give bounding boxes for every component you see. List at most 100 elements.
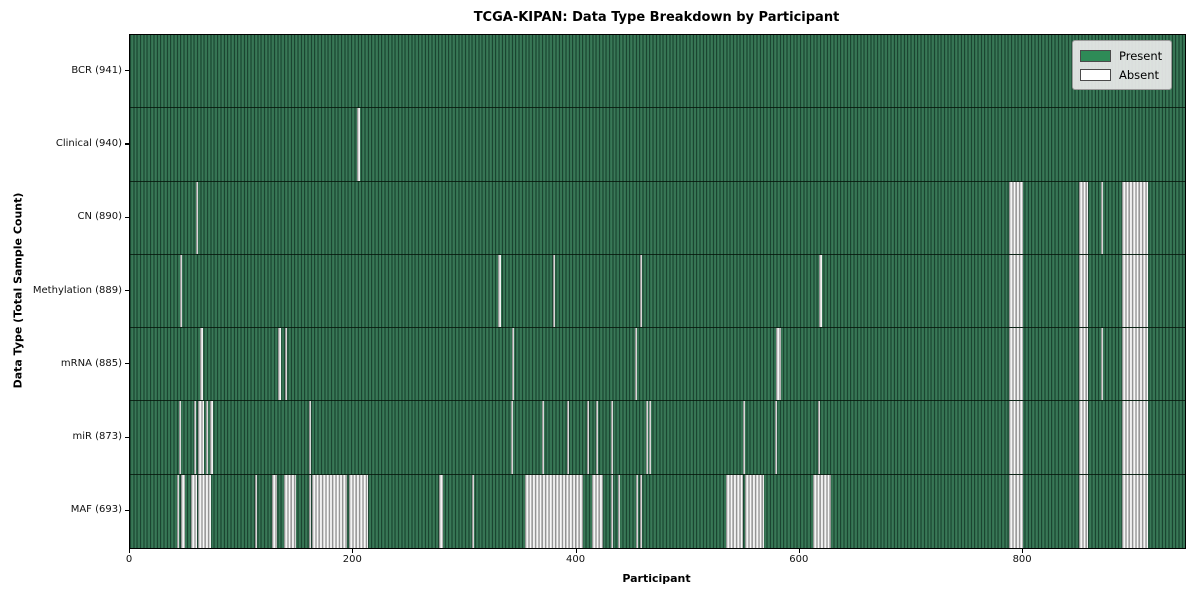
x-tick-mark	[575, 548, 577, 553]
absent-segment	[634, 328, 637, 401]
absent-segment	[278, 328, 281, 401]
legend-item-present: Present	[1080, 46, 1163, 65]
absent-segment	[649, 401, 652, 474]
y-tick-label: miR (873)	[72, 431, 122, 443]
y-tick-label: CN (890)	[77, 211, 122, 223]
x-tick-label: 800	[1012, 554, 1032, 565]
absent-segment	[1101, 328, 1104, 401]
y-tick-mark	[124, 143, 129, 145]
row-clinical	[130, 108, 1185, 182]
x-tick-mark	[798, 548, 801, 553]
absent-segment	[308, 401, 311, 474]
legend-label-absent: Absent	[1119, 67, 1160, 82]
absent-segment	[775, 401, 778, 474]
absent-segment	[1122, 254, 1149, 328]
absent-segment	[541, 401, 545, 474]
y-tick-mark	[124, 216, 129, 218]
row-methylation	[130, 254, 1185, 329]
absent-segment	[181, 474, 185, 548]
absent-segment	[1078, 254, 1088, 328]
absent-segment	[640, 474, 643, 548]
absent-segment	[640, 254, 643, 328]
absent-segment	[1008, 401, 1024, 474]
absent-segment	[498, 254, 501, 328]
row-cn	[130, 181, 1185, 255]
absent-segment	[1008, 254, 1024, 328]
absent-segment	[1078, 328, 1088, 401]
absent-segment	[356, 108, 360, 181]
absent-segment	[553, 254, 556, 328]
absent-segment	[471, 474, 474, 548]
absent-swatch-icon	[1080, 68, 1111, 81]
absent-segment	[439, 474, 443, 548]
absent-segment	[285, 328, 288, 401]
absent-segment	[176, 474, 180, 548]
row-mrna	[130, 328, 1185, 402]
absent-segment	[195, 181, 199, 254]
y-tick-label: Clinical (940)	[55, 137, 122, 149]
row-mir	[130, 401, 1185, 475]
absent-segment	[205, 401, 209, 474]
chart-title: TCGA-KIPAN: Data Type Breakdown by Parti…	[473, 10, 840, 25]
absent-segment	[180, 254, 183, 328]
absent-segment	[200, 328, 203, 401]
absent-segment	[818, 254, 823, 328]
row-bcr	[130, 35, 1185, 109]
x-tick-label: 400	[566, 554, 586, 565]
absent-segment	[817, 401, 820, 474]
y-tick-mark	[124, 363, 129, 365]
x-tick-mark	[1022, 548, 1024, 553]
absent-segment	[611, 401, 614, 474]
legend-item-absent: Absent	[1080, 65, 1163, 84]
absent-segment	[742, 401, 746, 474]
absent-segment	[510, 401, 513, 474]
absent-segment	[586, 401, 589, 474]
x-axis-label: Participant	[622, 572, 691, 585]
y-tick-label: BCR (941)	[71, 64, 122, 76]
x-tick-label: 200	[342, 554, 362, 565]
absent-segment	[311, 474, 347, 548]
absent-segment	[1122, 181, 1149, 254]
absent-segment	[611, 474, 614, 548]
absent-segment	[255, 474, 258, 548]
y-tick-mark	[124, 509, 129, 512]
absent-segment	[745, 474, 765, 548]
absent-segment	[348, 474, 368, 548]
absent-segment	[1078, 401, 1088, 474]
absent-segment	[1078, 181, 1088, 254]
absent-segment	[617, 474, 621, 548]
absent-segment	[595, 401, 598, 474]
absent-segment	[566, 401, 569, 474]
legend-label-present: Present	[1119, 48, 1163, 63]
absent-segment	[1122, 474, 1149, 548]
absent-segment	[1101, 181, 1104, 254]
absent-segment	[776, 328, 781, 401]
row-maf	[130, 474, 1185, 548]
absent-segment	[1008, 474, 1024, 548]
absent-segment	[193, 401, 196, 474]
y-tick-label: mRNA (885)	[60, 357, 122, 369]
absent-segment	[1122, 401, 1149, 474]
absent-segment	[525, 474, 584, 548]
absent-segment	[1008, 328, 1024, 401]
absent-segment	[635, 474, 638, 548]
y-tick-label: Methylation (889)	[32, 284, 122, 296]
absent-segment	[198, 401, 204, 474]
absent-segment	[1008, 181, 1024, 254]
absent-segment	[726, 474, 743, 548]
x-tick-mark	[129, 548, 131, 553]
absent-segment	[308, 474, 311, 548]
y-tick-label: MAF (693)	[70, 504, 122, 516]
absent-segment	[198, 474, 212, 548]
absent-segment	[1078, 474, 1088, 548]
absent-segment	[271, 474, 278, 548]
absent-segment	[813, 474, 832, 548]
legend: Present Absent	[1072, 40, 1172, 90]
present-swatch-icon	[1080, 49, 1111, 62]
y-tick-mark	[124, 436, 129, 438]
absent-segment	[592, 474, 604, 548]
absent-segment	[191, 474, 197, 548]
plot-area	[129, 34, 1186, 549]
x-tick-mark	[352, 548, 354, 553]
